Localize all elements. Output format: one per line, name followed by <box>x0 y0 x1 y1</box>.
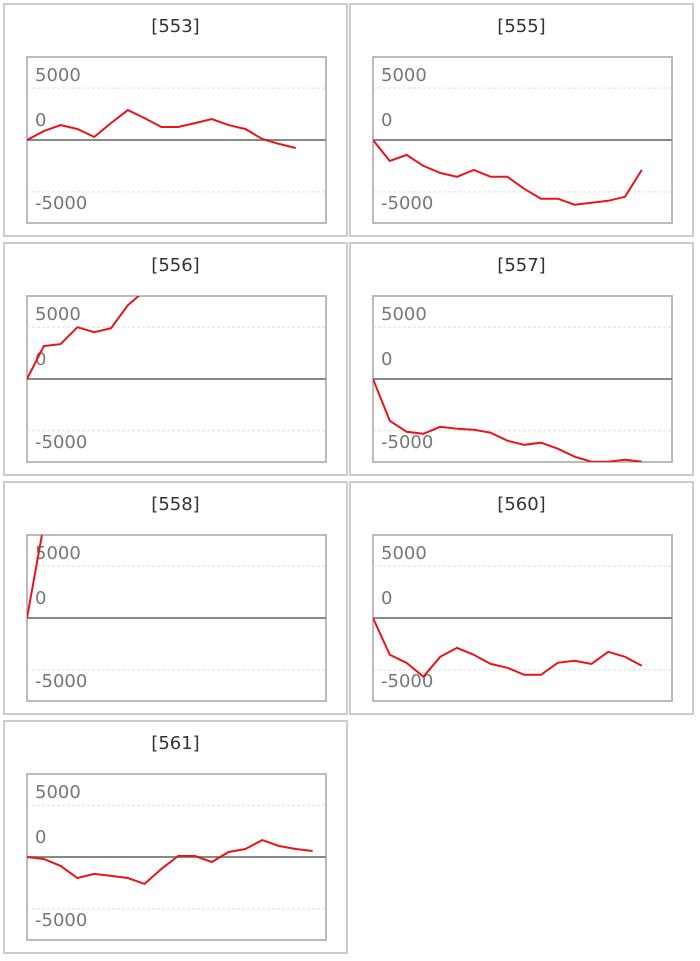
panel-frame <box>3 3 348 237</box>
chart-title: [558] <box>151 494 199 515</box>
y-tick-label: -5000 <box>35 432 87 453</box>
y-tick-label: 5000 <box>381 304 427 325</box>
data-line <box>27 296 141 380</box>
panel-frame <box>3 481 348 715</box>
y-tick-label: -5000 <box>381 193 433 214</box>
y-tick-label: 0 <box>381 349 392 370</box>
y-tick-label: -5000 <box>381 671 433 692</box>
y-tick-label: -5000 <box>35 193 87 214</box>
chart-title: [561] <box>151 733 199 754</box>
y-tick-label: 5000 <box>35 304 81 325</box>
chart-panel: [558] -5000 0 5000 <box>3 481 348 715</box>
panel-frame <box>349 242 694 476</box>
y-tick-label: -5000 <box>35 671 87 692</box>
chart-panel: [555] -5000 0 5000 <box>349 3 694 237</box>
y-tick-label: 0 <box>381 588 392 609</box>
chart-title: [555] <box>497 16 545 37</box>
chart-panel: [556] -5000 0 5000 <box>3 242 348 476</box>
y-tick-label: 0 <box>35 110 46 131</box>
chart-title: [553] <box>151 16 199 37</box>
y-tick-label: 5000 <box>381 543 427 564</box>
data-line <box>373 139 643 206</box>
panel-frame <box>349 481 694 715</box>
y-tick-label: -5000 <box>35 910 87 931</box>
chart-panel: [557] -5000 0 5000 <box>349 242 694 476</box>
chart-panel: [560] -5000 0 5000 <box>349 481 694 715</box>
y-tick-label: 5000 <box>35 782 81 803</box>
panel-frame <box>349 3 694 237</box>
chart-title: [560] <box>497 494 545 515</box>
y-tick-label: 5000 <box>35 543 81 564</box>
y-tick-label: 0 <box>35 588 46 609</box>
y-tick-label: 0 <box>35 349 46 370</box>
chart-panel: [561] -5000 0 5000 <box>3 720 348 954</box>
chart-panel: [553] -5000 0 5000 <box>3 3 348 237</box>
panel-frame <box>3 720 348 954</box>
panel-frame <box>3 242 348 476</box>
data-line <box>373 378 642 462</box>
data-line <box>27 839 313 886</box>
y-tick-label: 5000 <box>35 65 81 86</box>
data-line <box>373 617 643 679</box>
y-tick-label: -5000 <box>381 432 433 453</box>
y-tick-label: 0 <box>381 110 392 131</box>
chart-title: [556] <box>151 255 199 276</box>
data-line <box>27 108 297 149</box>
y-tick-label: 5000 <box>381 65 427 86</box>
chart-title: [557] <box>497 255 545 276</box>
y-tick-label: 0 <box>35 827 46 848</box>
